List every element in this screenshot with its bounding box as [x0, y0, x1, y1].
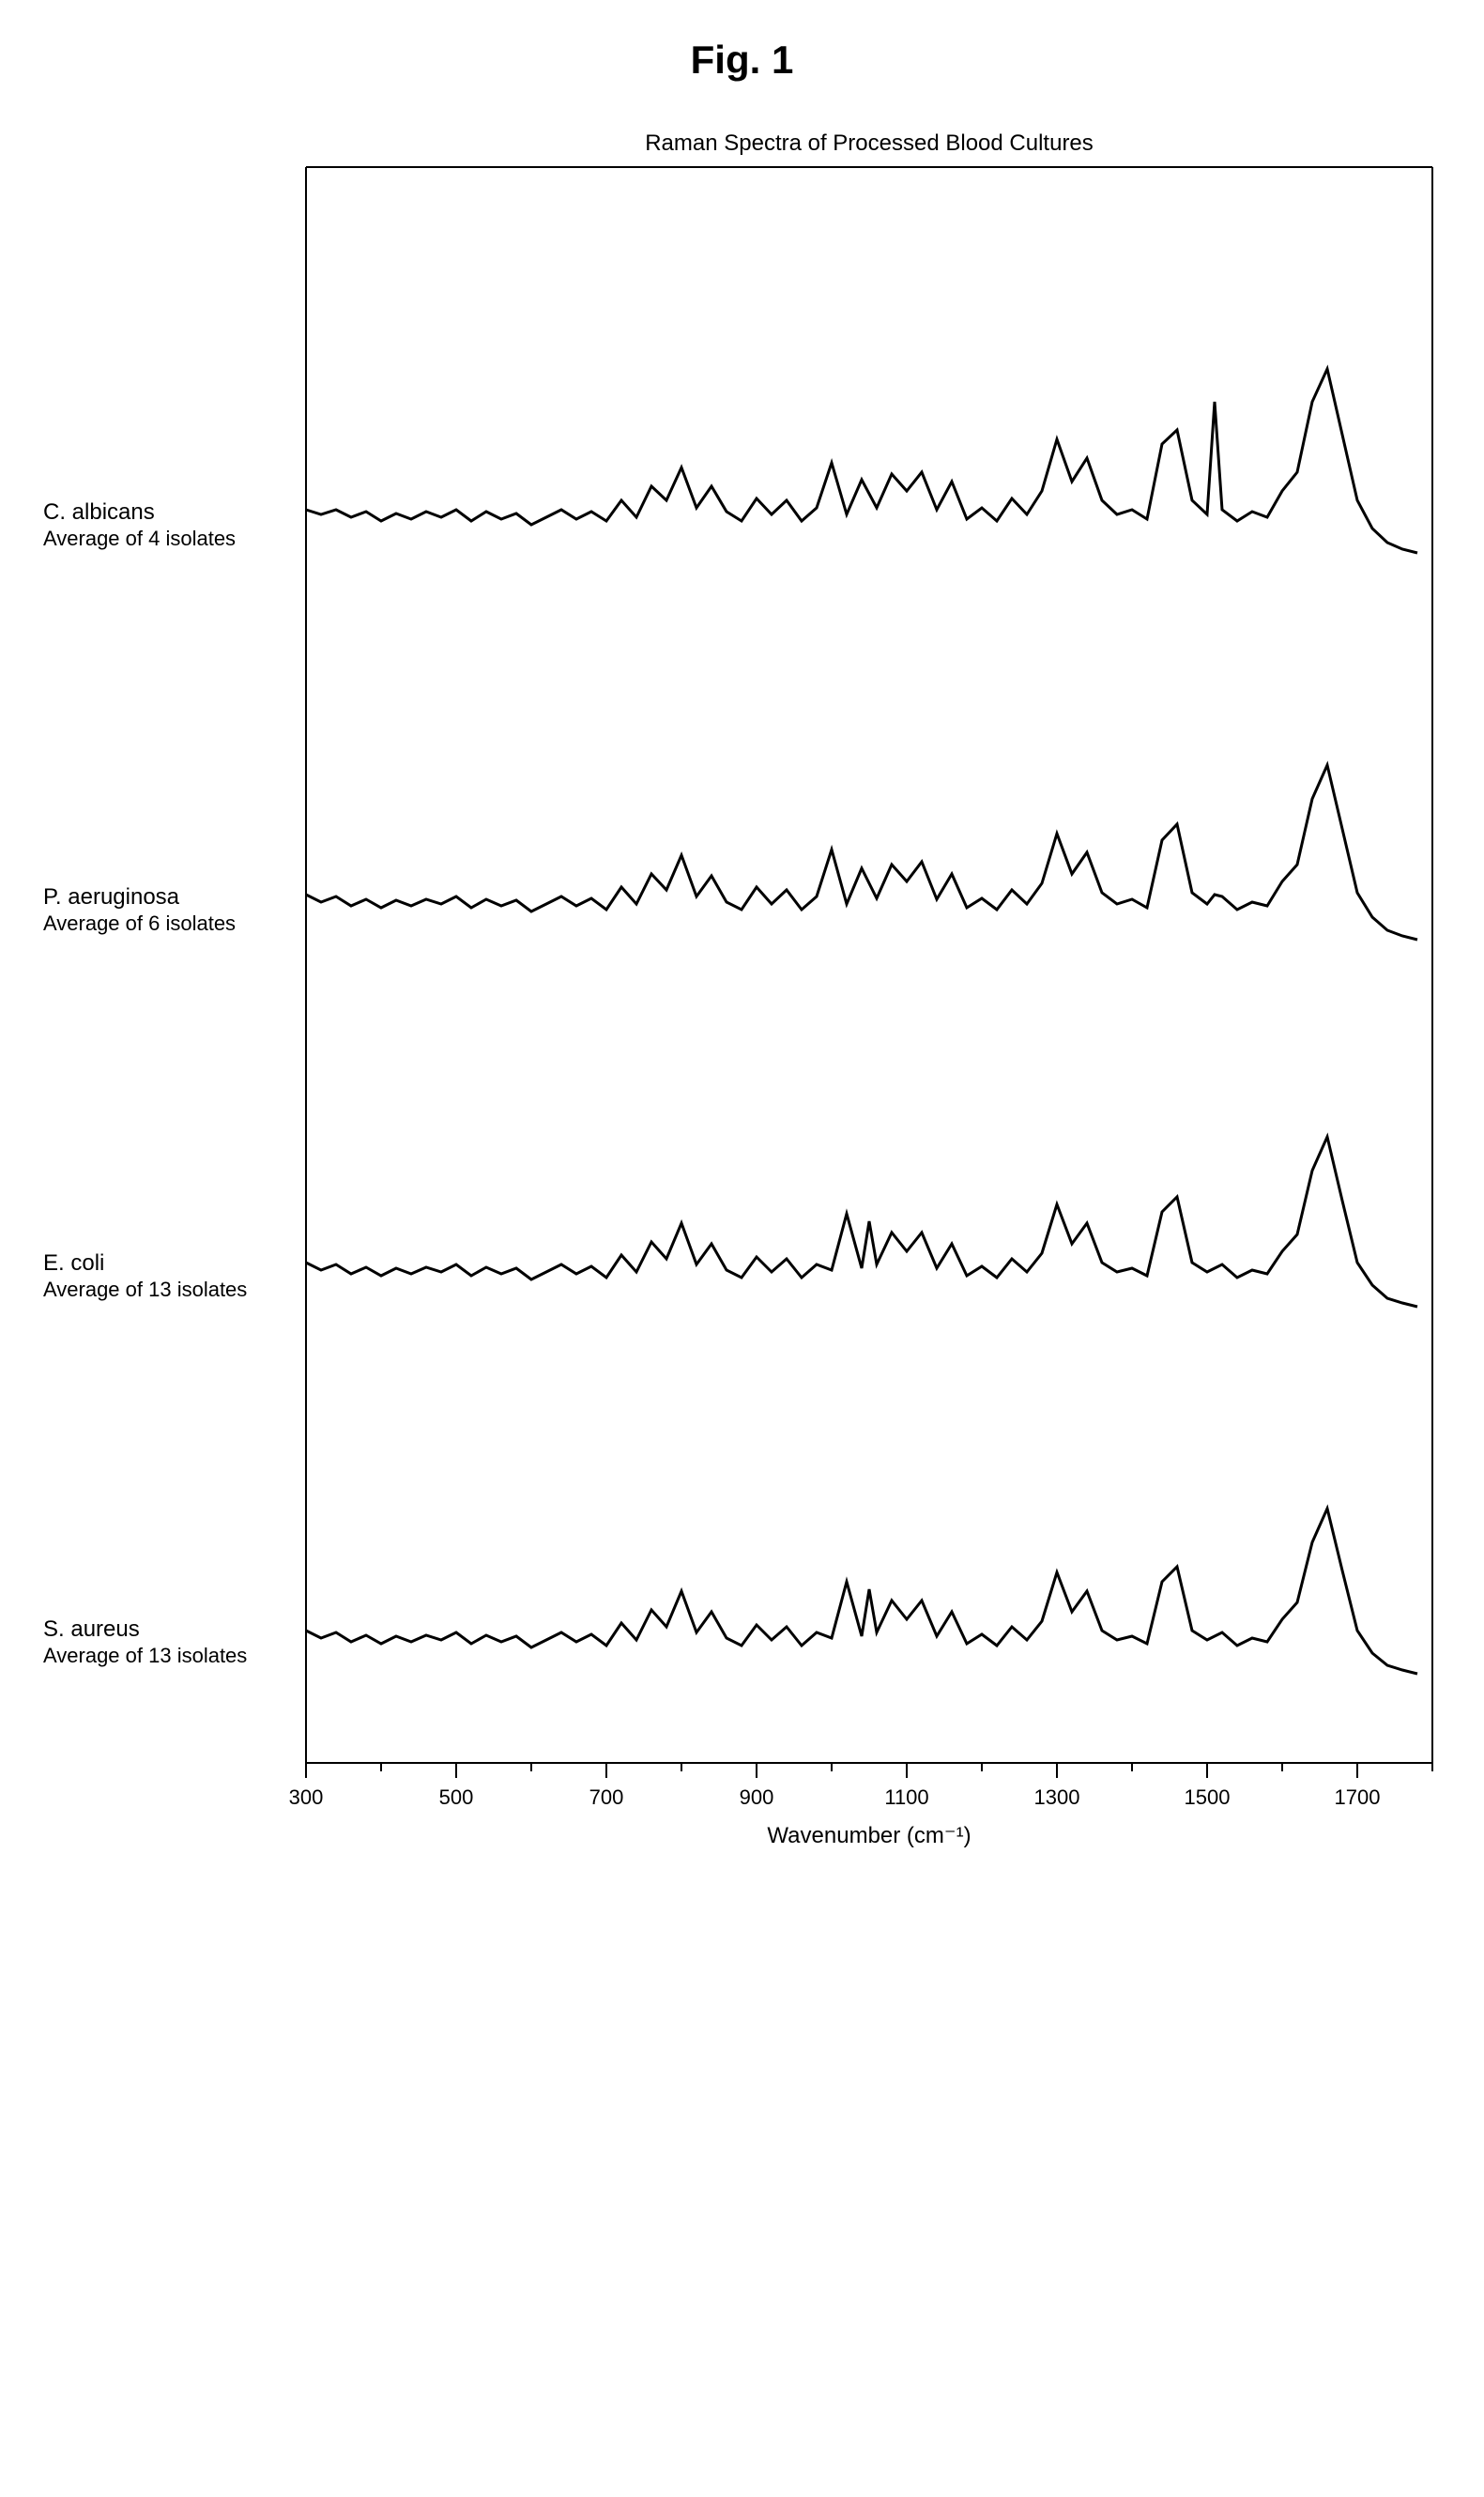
x-tick-label: 700: [589, 1785, 623, 1809]
chart-wrapper: Raman Spectra of Processed Blood Culture…: [24, 111, 1461, 1857]
x-tick-label: 500: [438, 1785, 473, 1809]
x-tick-label: 1300: [1033, 1785, 1079, 1809]
x-tick-label: 900: [739, 1785, 773, 1809]
series-sub-1: Average of 6 isolates: [43, 911, 236, 935]
plot-background: [306, 167, 1432, 1763]
series-sub-3: Average of 13 isolates: [43, 1644, 247, 1667]
series-sub-2: Average of 13 isolates: [43, 1278, 247, 1301]
x-tick-label: 1100: [884, 1785, 928, 1809]
figure-label: Fig. 1: [691, 38, 794, 83]
raman-spectra-chart: Raman Spectra of Processed Blood Culture…: [24, 111, 1461, 1857]
series-sub-0: Average of 4 isolates: [43, 527, 236, 550]
x-axis-label: Wavenumber (cm⁻¹): [767, 1823, 971, 1848]
series-name-3: S. aureus: [43, 1616, 140, 1642]
series-name-1: P. aeruginosa: [43, 884, 180, 910]
series-name-2: E. coli: [43, 1250, 104, 1276]
series-name-0: C. albicans: [43, 499, 155, 525]
chart-title: Raman Spectra of Processed Blood Culture…: [645, 130, 1094, 156]
x-tick-label: 300: [288, 1785, 323, 1809]
x-tick-label: 1500: [1184, 1785, 1230, 1809]
x-tick-label: 1700: [1334, 1785, 1380, 1809]
